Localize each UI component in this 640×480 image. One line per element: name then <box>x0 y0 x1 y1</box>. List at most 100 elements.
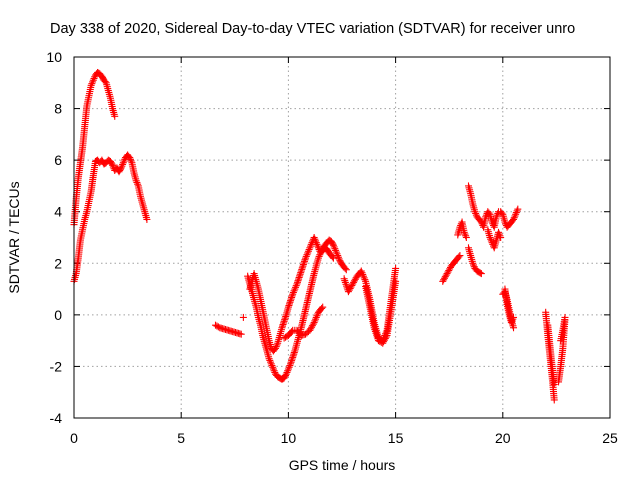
data-point <box>460 228 468 236</box>
data-point <box>346 285 354 293</box>
data-point <box>308 323 316 331</box>
data-point <box>329 254 337 262</box>
data-point <box>380 336 388 344</box>
data-point <box>312 313 320 321</box>
data-point <box>487 237 495 245</box>
data-point <box>284 367 292 375</box>
data-point <box>514 205 522 213</box>
data-point <box>89 76 97 84</box>
data-point <box>108 160 116 168</box>
data-point <box>361 276 369 284</box>
data-point <box>379 339 387 347</box>
data-point <box>282 371 290 379</box>
data-point <box>269 365 277 373</box>
data-point <box>329 240 337 248</box>
grid <box>74 57 610 418</box>
data-point <box>341 278 349 286</box>
data-point <box>304 249 312 257</box>
data-point <box>267 360 275 368</box>
data-point <box>239 313 247 321</box>
data-point <box>237 330 245 338</box>
x-axis-title: GPS time / hours <box>289 457 396 473</box>
data-point <box>360 274 368 282</box>
data-point <box>286 362 294 370</box>
data-point <box>273 341 281 349</box>
data-point <box>380 338 388 346</box>
data-point <box>268 362 276 370</box>
data-point <box>493 211 501 219</box>
data-point <box>476 269 484 277</box>
data-point <box>510 313 518 321</box>
x-tick-label: 10 <box>281 430 297 446</box>
y-tick-label: 6 <box>54 152 62 168</box>
data-point <box>90 74 98 82</box>
y-tick-label: 4 <box>54 204 62 220</box>
data-point <box>285 363 293 371</box>
data-point <box>511 212 519 220</box>
data-point <box>341 277 349 285</box>
data-point <box>501 218 509 226</box>
data-point <box>308 322 316 330</box>
data-point <box>469 259 477 267</box>
data-point <box>498 209 506 217</box>
data-point <box>510 324 518 332</box>
data-point <box>307 325 315 333</box>
data-point <box>442 271 450 279</box>
data-point <box>332 248 340 256</box>
data-point <box>485 209 493 217</box>
data-point <box>351 275 359 283</box>
data-point <box>492 213 500 221</box>
data-point <box>307 242 315 250</box>
data-point <box>345 286 353 294</box>
data-point <box>134 180 142 188</box>
data-points <box>70 68 569 404</box>
data-point <box>126 154 134 162</box>
y-tick-label: -2 <box>50 358 63 374</box>
data-point <box>120 157 128 165</box>
x-tick-label: 0 <box>70 430 78 446</box>
data-point <box>477 270 485 278</box>
data-point <box>486 234 494 241</box>
data-point <box>332 246 340 254</box>
chart-title: Day 338 of 2020, Sidereal Day-to-day VTE… <box>50 21 575 37</box>
data-point <box>267 358 275 366</box>
data-point <box>512 210 520 218</box>
data-point <box>318 304 326 312</box>
data-point <box>310 234 318 241</box>
data-point <box>462 234 470 241</box>
data-point <box>329 241 337 249</box>
data-point <box>272 344 280 352</box>
data-point <box>269 363 277 371</box>
y-axis-title: SDTVAR / TECUs <box>6 181 22 293</box>
y-tick-label: 8 <box>54 101 62 117</box>
data-point <box>314 244 322 252</box>
data-point <box>347 283 355 291</box>
data-point <box>133 178 141 186</box>
data-point <box>510 215 518 223</box>
data-point <box>381 335 389 343</box>
data-point <box>358 269 366 277</box>
data-point <box>471 208 479 216</box>
data-point <box>496 232 504 240</box>
data-point <box>359 272 367 280</box>
data-point <box>342 266 350 274</box>
data-point <box>89 78 97 86</box>
x-tick-label: 25 <box>602 430 618 446</box>
data-point <box>455 253 463 261</box>
data-point <box>335 255 343 263</box>
data-point <box>462 232 470 240</box>
data-point <box>284 365 292 373</box>
data-point <box>116 165 124 173</box>
data-point <box>319 303 327 311</box>
data-point <box>306 326 314 334</box>
data-point <box>456 252 464 260</box>
y-tick-label: 10 <box>46 49 62 65</box>
data-point <box>331 245 339 253</box>
data-point <box>312 239 320 247</box>
data-point <box>117 164 125 172</box>
data-point <box>333 250 341 258</box>
data-point <box>313 312 321 320</box>
data-point <box>392 264 400 272</box>
data-point <box>550 380 558 388</box>
y-tick-label: 0 <box>54 307 62 323</box>
